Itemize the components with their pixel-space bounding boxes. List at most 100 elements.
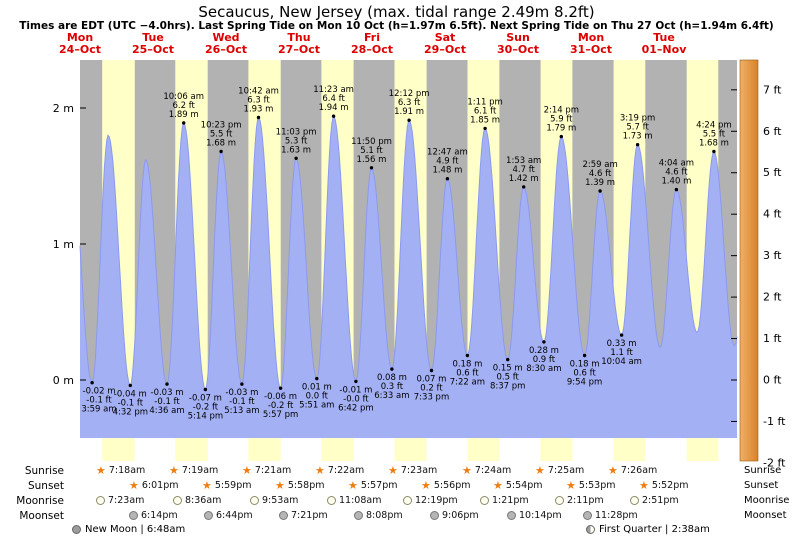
moonset-entry: 8:08pm [354,510,403,521]
tide-extreme-dot [128,383,132,388]
sunrise-time: 7:26am [620,465,658,476]
tide-annotation-low: -0.1 ft [229,397,255,407]
sunrise-star-icon: ★ [96,464,106,477]
moonset-icon [583,511,592,520]
sunrise-time: 7:25am [547,465,585,476]
sunrise-time: 7:24am [474,465,512,476]
moonset-entry: 6:44pm [204,510,253,521]
tide-annotation-high: 1.79 m [546,124,576,134]
tide-annotation-low: 5:57 pm [263,410,298,420]
tide-extreme-dot [315,376,319,381]
sunset-entry: ★ 5:53pm [566,480,616,491]
tide-annotation-low: 3:59 am [81,405,116,415]
spring-tide-subtitle: Times are EDT (UTC −4.0hrs). Last Spring… [19,20,774,32]
sunset-time: 5:56pm [433,480,471,491]
day-date-label: 26–Oct [205,43,247,56]
sunset-entry: ★ 5:59pm [202,480,252,491]
moonset-entry: 11:28pm [583,510,638,521]
tide-annotation-low: 7:33 pm [414,393,449,403]
tide-extreme-dot [90,381,94,385]
moonrise-entry: 1:21pm [480,495,529,506]
tide-annotation-high: 5.9 ft [550,115,573,125]
tide-annotation-low: 8:37 pm [490,382,525,392]
tide-extreme-dot [278,386,283,390]
tide-annotation-low: 4:36 am [149,406,184,416]
m-axis-label: 0 m [53,374,74,387]
tide-annotation-low: -0.01 m [339,385,372,395]
tide-annotation-low: 10:04 am [601,357,642,367]
tide-annotation-high: 1.91 m [394,107,424,117]
sunset-time: 5:57pm [360,480,398,491]
tide-annotation-high: 1.73 m [623,132,653,142]
sunset-time: 5:53pm [578,480,616,491]
tide-annotation-low: -0.03 m [225,388,258,398]
sunset-star-icon: ★ [639,479,649,492]
tide-extreme-dot [390,367,394,371]
sunrise-star-icon: ★ [462,464,472,477]
new-moon-icon [72,525,81,534]
sunrise-star-icon: ★ [315,464,325,477]
tide-annotation-high: 1.94 m [319,103,349,113]
moonrise-icon [403,496,412,505]
tide-annotation-high: 4.9 ft [436,157,459,167]
moonset-icon [507,511,516,520]
tide-extreme-dot [542,340,546,344]
tide-extreme-dot [635,143,640,147]
tide-annotation-high: 1.56 m [357,155,387,165]
tide-annotation-high: 6.3 ft [398,98,421,108]
day-date-label: 31–Oct [570,43,612,56]
moonrise-icon [250,496,259,505]
tide-annotation-low: -0.1 ft [118,398,144,408]
tide-annotation-low: 0.15 m [493,364,523,374]
sunset-star-icon: ★ [202,479,212,492]
tide-annotation-low: -0.1 ft [154,397,180,407]
tide-extreme-dot [522,185,526,189]
sunset-star-icon: ★ [275,479,285,492]
tide-annotation-high: 10:42 am [238,87,279,97]
tide-extreme-dot [256,115,261,120]
tide-annotation-high: 1.89 m [169,110,199,120]
tide-extreme-dot [445,177,450,181]
moonrise-icon [555,496,564,505]
tide-annotation-high: 4.7 ft [512,165,535,175]
moonrise-time: 2:11pm [567,495,604,506]
tide-annotation-low: 5:14 pm [188,412,223,422]
ft-axis-label: 1 ft [763,332,782,345]
sunrise-entry: ★ 7:19am [169,465,218,476]
day-name-label: Tue [653,31,675,44]
sunrise-entry: ★ 7:22am [315,465,364,476]
tide-annotation-high: 10:23 pm [201,121,242,131]
day-date-label: 01–Nov [642,43,688,56]
tide-annotation-low: 0.6 ft [456,369,479,379]
tide-annotation-low: 0.2 ft [420,384,443,394]
day-date-label: 30–Oct [497,43,539,56]
tide-annotation-low: 8:30 am [526,364,561,374]
tide-annotation-high: 6.4 ft [322,94,345,104]
moonrise-icon [480,496,489,505]
sunset-time: 5:58pm [287,480,325,491]
moon-phase-label: New Moon | 6:48am [85,524,186,535]
moonset-time: 8:08pm [366,510,403,521]
day-name-label: Tue [142,31,164,44]
moonrise-icon [96,496,105,505]
tide-annotation-low: 4:32 pm [113,407,148,417]
tide-annotation-high: 10:06 am [163,92,204,102]
tide-annotation-low: 0.33 m [607,339,637,349]
moonrise-icon [173,496,182,505]
sunset-entry: ★ 5:52pm [639,480,689,491]
tide-annotation-high: 11:03 pm [276,127,317,137]
ft-axis-label: 6 ft [763,125,782,138]
sunrise-time: 7:23am [400,465,438,476]
moonrise-time: 1:21pm [492,495,529,506]
ft-axis-label: 5 ft [763,166,782,179]
sunrise-entry: ★ 7:24am [462,465,511,476]
sunset-time: 5:52pm [651,480,689,491]
moonset-time: 6:44pm [216,510,253,521]
sunset-star-icon: ★ [493,479,503,492]
moonrise-entry: 9:53am [250,495,298,506]
moonrise-entry: 11:08am [327,495,381,506]
tide-annotation-high: 11:50 pm [351,137,392,147]
moonrise-entry: 2:11pm [555,495,604,506]
tide-annotation-high: 1.40 m [661,177,691,187]
sunset-time: 6:01pm [141,480,179,491]
